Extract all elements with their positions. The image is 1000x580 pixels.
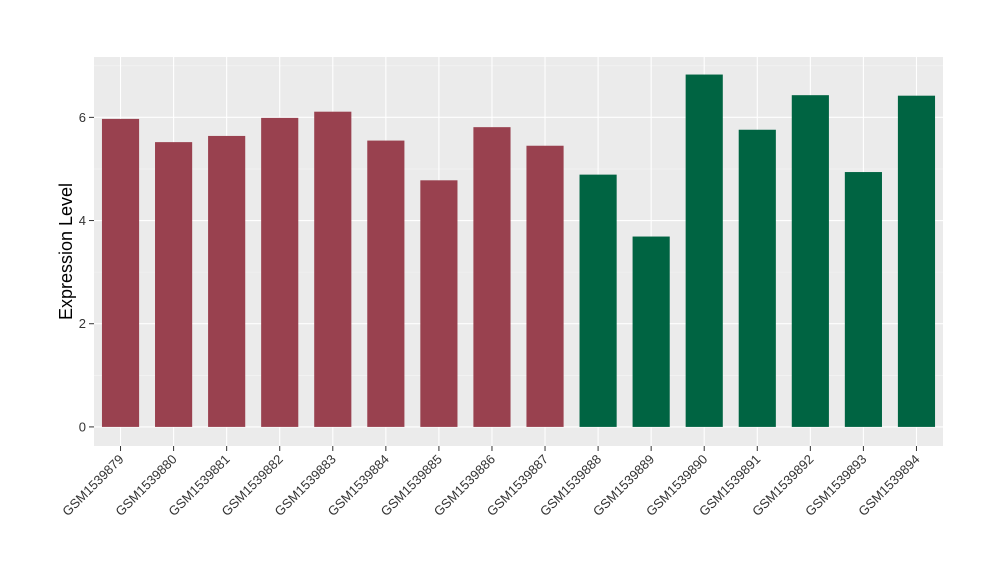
bar-GSM1539894 <box>897 95 936 427</box>
bar-GSM1539893 <box>844 172 882 427</box>
y-tick-label: 0 <box>79 419 86 434</box>
bar-GSM1539885 <box>420 180 458 427</box>
y-tick-label: 6 <box>79 110 86 125</box>
bar-GSM1539887 <box>526 145 564 427</box>
x-axis: GSM1539879GSM1539880GSM1539881GSM1539882… <box>59 446 923 519</box>
y-tick-label: 4 <box>79 213 86 228</box>
bar-GSM1539881 <box>208 135 246 427</box>
y-axis: 0 2 4 6 <box>79 110 94 434</box>
bar-GSM1539883 <box>314 111 352 427</box>
bar-GSM1539888 <box>579 174 617 427</box>
bar-GSM1539880 <box>155 142 193 427</box>
bar-GSM1539884 <box>367 140 405 427</box>
y-tick-label: 2 <box>79 316 86 331</box>
bar-GSM1539891 <box>738 129 776 427</box>
bar-GSM1539889 <box>632 236 670 427</box>
bar-GSM1539886 <box>473 127 511 427</box>
bar-GSM1539890 <box>685 74 723 427</box>
bar-GSM1539892 <box>791 95 829 427</box>
bars <box>101 74 936 427</box>
bar-GSM1539879 <box>101 118 140 427</box>
bar-GSM1539882 <box>261 117 299 427</box>
y-axis-title: Expression Level <box>56 183 76 320</box>
